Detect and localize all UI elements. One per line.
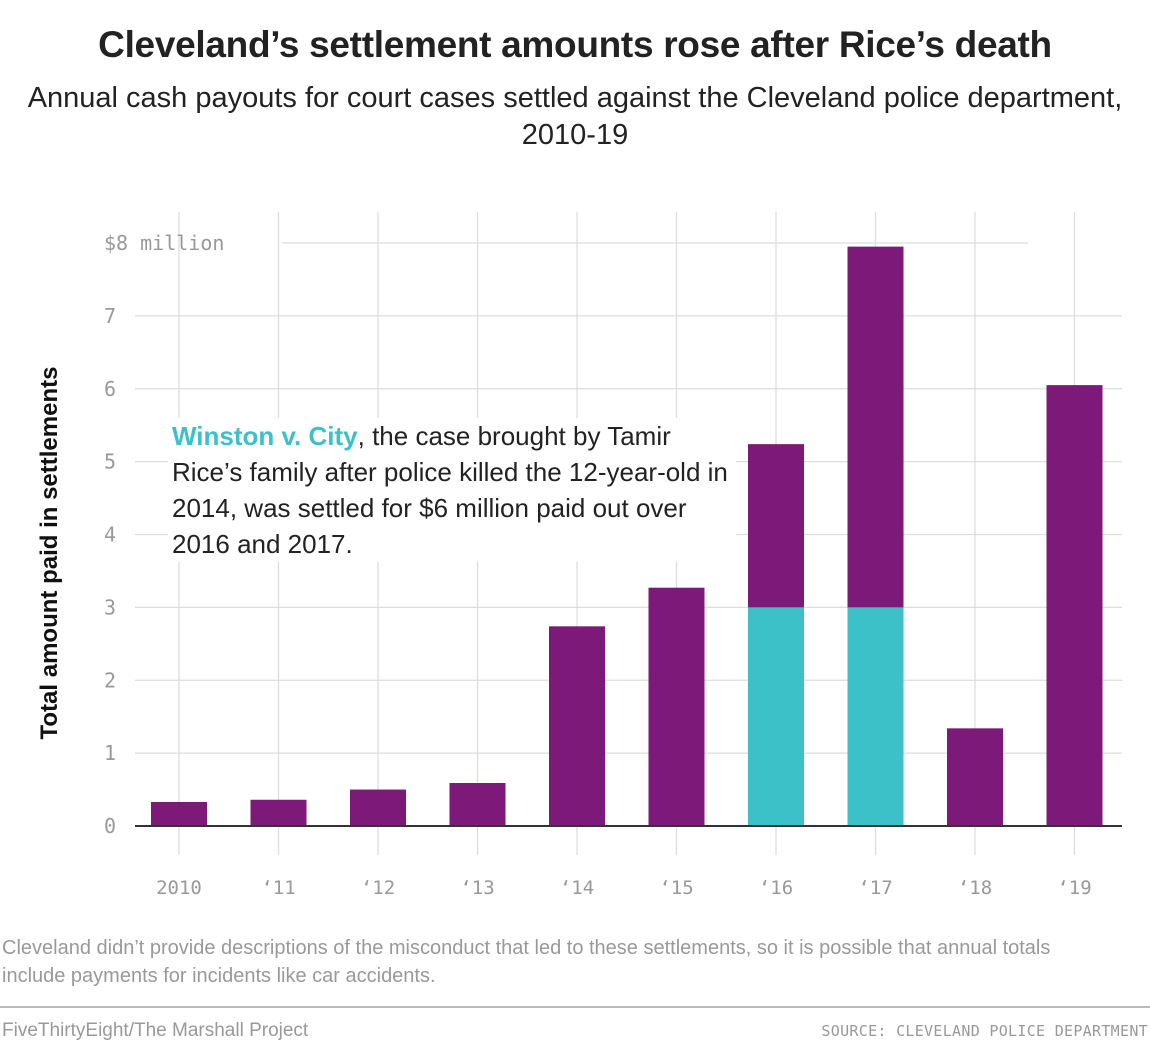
- bar-other-settlements: [847, 246, 904, 608]
- y-tick-label: 4: [104, 523, 116, 547]
- y-tick-label: 1: [104, 741, 116, 765]
- x-tick-label: ‘15: [659, 877, 693, 899]
- x-tick-label: ‘18: [958, 877, 992, 899]
- bar-series: [151, 246, 1103, 826]
- x-tick-label: ‘19: [1057, 877, 1091, 899]
- bar-other-settlements: [151, 801, 207, 826]
- y-tick-label: 3: [104, 595, 116, 619]
- bar-other-settlements: [449, 783, 506, 826]
- bar-other-settlements: [549, 626, 605, 826]
- annotation-highlight: Winston v. City: [172, 421, 358, 451]
- y-tick-label: 0: [104, 814, 116, 838]
- footer-source: SOURCE: CLEVELAND POLICE DEPARTMENT: [821, 1022, 1148, 1040]
- x-tick-label: ‘16: [759, 877, 793, 899]
- y-tick-label: 2: [104, 668, 116, 692]
- chart-title: Cleveland’s settlement amounts rose afte…: [98, 24, 1052, 65]
- annotation-text: , the case brought by Tamir Rice’s famil…: [172, 421, 728, 559]
- bar-other-settlements: [748, 444, 804, 608]
- x-tick-label: ‘11: [261, 877, 295, 899]
- bar-other-settlements: [648, 587, 705, 826]
- footer-divider: [0, 1006, 1150, 1008]
- x-tick-label: ‘14: [560, 877, 594, 899]
- bar-other-settlements: [947, 728, 1003, 826]
- bar-other-settlements: [1046, 385, 1103, 826]
- bar-other-settlements: [250, 799, 307, 826]
- y-tick-label: 7: [104, 304, 116, 328]
- footnote: Cleveland didn’t provide descriptions of…: [2, 937, 1051, 987]
- chart-subtitle: Annual cash payouts for court cases sett…: [27, 82, 1123, 151]
- x-axis-ticks: 2010 ‘11 ‘12 ‘13 ‘14 ‘15 ‘16 ‘17 ‘18 ‘19: [156, 877, 1092, 899]
- bar-winston-v-city: [748, 607, 804, 826]
- annotation: Winston v. City, the case brought by Tam…: [168, 418, 736, 562]
- y-tick-label: 6: [104, 377, 116, 401]
- bar-other-settlements: [350, 789, 406, 826]
- y-axis-ticks: 0 1 2 3 4 5 6 7 $8 million: [104, 231, 224, 838]
- x-tick-label: 2010: [156, 877, 202, 899]
- footer-credit: FiveThirtyEight/The Marshall Project: [2, 1020, 309, 1041]
- x-tick-label: ‘17: [858, 877, 892, 899]
- bar-winston-v-city: [847, 607, 904, 826]
- y-tick-label: 5: [104, 450, 116, 474]
- x-tick-label: ‘12: [361, 877, 395, 899]
- y-tick-label: $8 million: [104, 231, 224, 255]
- x-tick-label: ‘13: [460, 877, 494, 899]
- y-axis-label: Total amount paid in settlements: [36, 367, 63, 740]
